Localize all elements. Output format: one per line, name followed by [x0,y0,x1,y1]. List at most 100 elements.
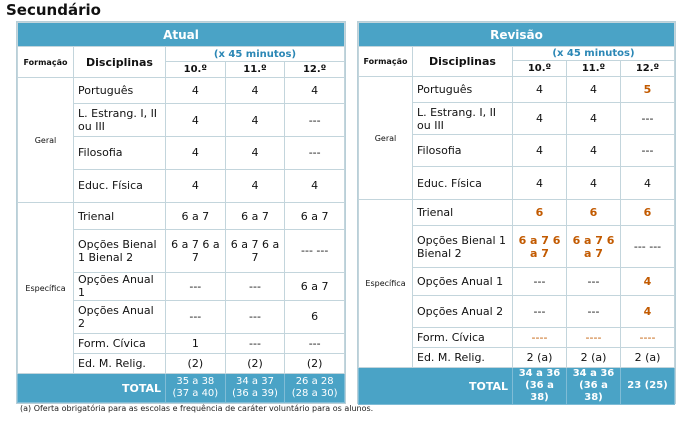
group-geral: Geral [17,76,74,204]
value-cell: 6 a 7 6 a 7 [224,228,286,273]
value-cell: 6 a 7 6 a 7 [165,228,226,273]
value-cell: --- [620,102,675,135]
discipline-label: Opções Bienal 1 Bienal 2 [73,228,166,273]
header-year: 12.º [620,60,675,77]
discipline-label: Form. Cívica [412,327,513,348]
discipline-label: Português [412,76,513,103]
group-especifica: Específica [358,199,413,368]
discipline-label: Educ. Física [412,166,513,200]
value-cell: (2) [284,353,345,375]
total-label: TOTAL [17,373,166,403]
value-cell: 4 [224,168,286,204]
value-cell: 4 [284,168,345,204]
header-disciplinas: Disciplinas [412,46,513,77]
value-cell: --- [284,103,345,138]
header-year: 12.º [284,60,345,78]
value-cell: 4 [566,102,621,135]
value-cell: 4 [284,76,345,105]
panel-title: Atual [17,21,345,48]
value-cell: 4 [566,76,621,103]
value-cell: --- [224,332,286,355]
value-cell: 4 [165,103,226,138]
value-cell: 5 [620,76,675,103]
header-year: 11.º [224,60,286,78]
discipline-label: Opções Bienal 1 Bienal 2 [412,225,513,268]
discipline-label: Opções Anual 1 [412,267,513,296]
value-cell: --- [620,134,675,167]
value-cell: --- [165,271,226,302]
page-title: Secundário [6,1,101,19]
total-value: 34 a 36 (36 a 38) [566,367,621,405]
discipline-label: L. Estrang. I, II ou III [73,103,166,138]
value-cell: 6 a 7 [165,202,226,230]
group-geral: Geral [358,76,413,200]
value-cell: 4 [224,136,286,170]
total-value: 34 a 36 (36 a 38) [512,367,567,405]
value-cell: 4 [512,76,567,103]
value-cell: ---- [512,327,567,348]
total-value: 35 a 38 (37 a 40) [165,373,226,403]
discipline-label: Ed. M. Relig. [73,353,166,375]
value-cell: 4 [165,136,226,170]
value-cell: --- [512,295,567,328]
header-year: 10.º [165,60,226,78]
value-cell: 4 [620,166,675,200]
discipline-label: Trienal [73,202,166,230]
header-disciplinas: Disciplinas [73,46,166,78]
total-label: TOTAL [358,367,513,405]
value-cell: 6 [512,199,567,226]
discipline-label: Filosofia [412,134,513,167]
discipline-label: Filosofia [73,136,166,170]
value-cell: --- [224,271,286,302]
discipline-label: Português [73,76,166,105]
value-cell: --- [566,295,621,328]
discipline-label: Opções Anual 2 [412,295,513,328]
value-cell: 2 (a) [620,347,675,368]
value-cell: --- [224,300,286,334]
value-cell: 4 [165,76,226,105]
panel-title: Revisão [358,22,675,47]
value-cell: 4 [566,134,621,167]
value-cell: --- [566,267,621,296]
value-cell: (2) [165,353,226,375]
value-cell: --- --- [284,228,345,273]
total-value: 34 a 37 (36 a 39) [224,373,286,403]
value-cell: 6 a 7 [284,271,345,302]
value-cell: 6 a 7 [284,202,345,230]
table-atual: Atual Formação Disciplinas (x 45 minutos) 10… [16,21,346,404]
value-cell: 6 [284,300,345,334]
value-cell: ---- [620,327,675,348]
discipline-label: Opções Anual 2 [73,300,166,334]
value-cell: 6 a 7 [224,202,286,230]
value-cell: 6 [620,199,675,226]
value-cell: 6 a 7 6 a 7 [566,225,621,268]
discipline-label: Form. Cívica [73,332,166,355]
group-especifica: Específica [17,202,74,375]
value-cell: --- [284,332,345,355]
value-cell: 6 a 7 6 a 7 [512,225,567,268]
discipline-label: Opções Anual 1 [73,271,166,302]
value-cell: ---- [566,327,621,348]
value-cell: 4 [512,102,567,135]
value-cell: 4 [224,103,286,138]
value-cell: --- --- [620,225,675,268]
header-year: 11.º [566,60,621,77]
discipline-label: Educ. Física [73,168,166,204]
table-revisao: Revisão Formação Disciplinas (x 45 minutos)… [357,21,676,405]
header-minutes: (x 45 minutos) [165,46,345,62]
value-cell: (2) [224,353,286,375]
total-value: 23 (25) [620,367,675,405]
value-cell: --- [512,267,567,296]
value-cell: 2 (a) [566,347,621,368]
value-cell: 4 [620,267,675,296]
value-cell: --- [165,300,226,334]
discipline-label: Ed. M. Relig. [412,347,513,368]
header-minutes: (x 45 minutos) [512,46,675,61]
value-cell: 4 [224,76,286,105]
value-cell: 4 [620,295,675,328]
value-cell: 4 [566,166,621,200]
header-year: 10.º [512,60,567,77]
value-cell: 4 [512,166,567,200]
value-cell: 1 [165,332,226,355]
value-cell: 4 [512,134,567,167]
